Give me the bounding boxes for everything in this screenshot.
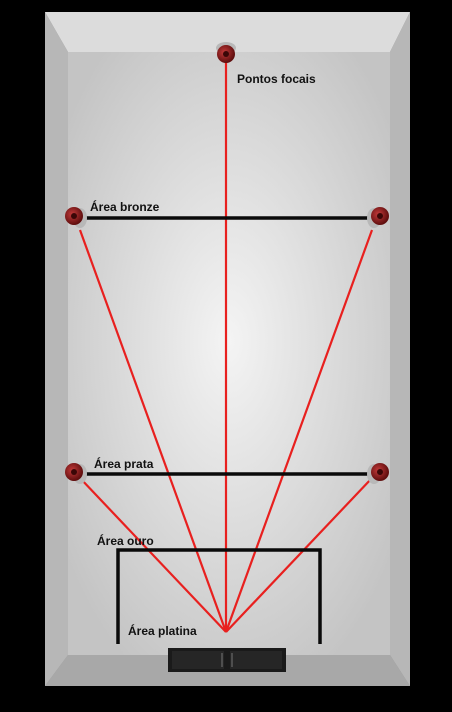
label-area-platina: Área platina <box>128 623 197 638</box>
sight-lines <box>78 62 374 633</box>
sight-line-bronze-left <box>78 229 228 633</box>
area-ouro-line <box>116 548 322 644</box>
label-area-ouro: Área ouro <box>97 533 154 548</box>
focal-points <box>65 42 389 484</box>
sight-line-prata-right <box>225 477 373 633</box>
speaker-icon <box>367 463 389 484</box>
label-focal-points: Pontos focais <box>237 72 316 86</box>
label-area-bronze: Área bronze <box>90 199 160 214</box>
speaker-icon <box>65 463 87 484</box>
area-boundaries <box>80 216 376 644</box>
room-walls <box>45 12 410 686</box>
label-area-prata: Área prata <box>94 456 154 471</box>
speaker-icon <box>216 42 236 63</box>
sight-line-prata-left <box>79 477 227 633</box>
speaker-icon <box>367 207 389 228</box>
speaker-icon <box>65 207 87 228</box>
room-floor <box>68 52 390 655</box>
door-icon <box>168 648 286 672</box>
sight-line-bronze-right <box>224 229 374 633</box>
labels: Pontos focais Área bronze Área prata Áre… <box>90 72 316 638</box>
